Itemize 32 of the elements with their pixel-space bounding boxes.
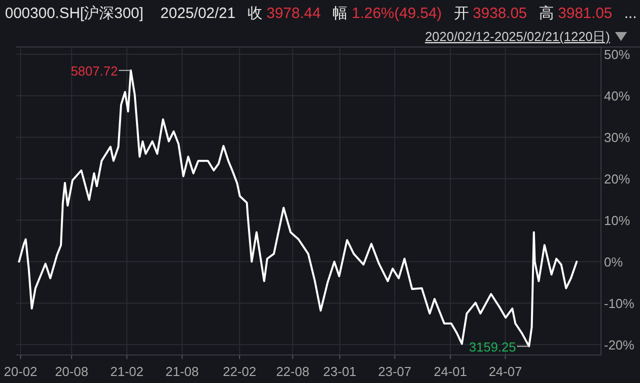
x-tick-label: 20-08 (54, 364, 88, 379)
y-tick-label: -10% (604, 296, 635, 312)
text: ... (624, 5, 637, 22)
x-tick-label: 24-01 (434, 364, 467, 379)
annotation: 3159.25 (469, 339, 516, 354)
text: 3981.05 (558, 5, 612, 22)
chart-subtitle: 2020/02/12-2025/02/21(1220日) (424, 29, 610, 44)
y-tick-label: -20% (604, 338, 635, 353)
text: 2025/02/21 (160, 5, 236, 22)
text: 开 (454, 5, 469, 22)
x-tick-label: 22-08 (276, 364, 310, 379)
text: 1.26%(49.54) (352, 5, 442, 22)
x-tick-label: 22-02 (222, 364, 256, 379)
y-tick-label: 50% (604, 47, 630, 62)
x-tick-label: 21-02 (110, 364, 144, 379)
annotation: 5807.72 (70, 63, 118, 78)
text: 幅 (332, 5, 348, 22)
x-tick-label: 21-08 (166, 364, 199, 379)
chart-title: 000300.SH[沪深300] (5, 5, 144, 22)
x-tick-label: 23-01 (323, 364, 356, 379)
x-tick-label: 24-07 (488, 364, 522, 379)
y-tick-label: 40% (604, 88, 630, 104)
y-tick-label: 20% (604, 172, 630, 187)
text: 收 (248, 5, 262, 22)
text: 高 (539, 5, 554, 22)
y-tick-label: 0% (604, 254, 624, 270)
y-tick-label: 10% (604, 213, 630, 228)
x-tick-label: 23-07 (378, 364, 412, 379)
y-tick-label: 30% (604, 130, 630, 146)
text: 3978.44 (266, 5, 321, 22)
text: 3938.05 (472, 5, 528, 22)
x-tick-label: 20-02 (4, 364, 38, 379)
